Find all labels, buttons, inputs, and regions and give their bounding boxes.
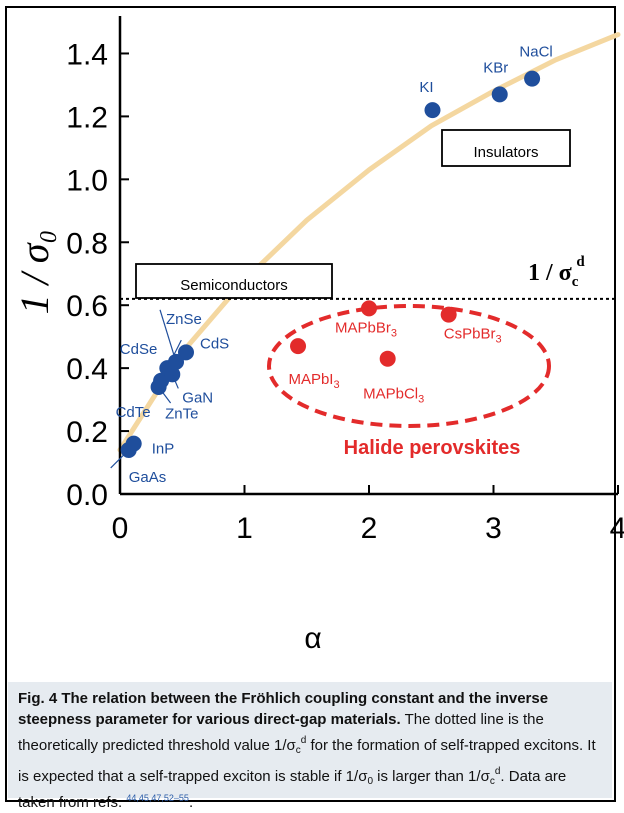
point-label-ki: KI: [419, 79, 433, 96]
caption-body-1: The dotted line is the theoretically pre…: [18, 711, 544, 754]
caption-sub-c-2: c: [489, 776, 495, 787]
caption-sub-0: 0: [367, 776, 374, 787]
caption-refs[interactable]: 44,45,47,52–55: [126, 793, 189, 803]
point-label-mapbcl3-sub: 3: [418, 394, 424, 406]
data-point-cds: [177, 344, 194, 361]
threshold-label: 1 / σcd: [528, 254, 585, 290]
point-label-mapbbr3: MAPbBr3: [335, 319, 397, 339]
threshold-label-sup: d: [576, 254, 585, 270]
insulators-label: Insulators: [473, 144, 538, 161]
figure-caption: Fig. 4 The relation between the Fröhlich…: [8, 682, 612, 811]
leader-cdse: [166, 339, 182, 369]
y-tick-label: 0.2: [66, 416, 108, 449]
point-label-gaas: GaAs: [129, 469, 167, 486]
point-label-cds: CdS: [200, 335, 229, 352]
point-label-mapbbr3-sub: 3: [391, 327, 397, 339]
perovskite-ellipse: [267, 304, 551, 428]
leader-gaas: [110, 449, 130, 469]
halide-perovskites-label: Halide perovskites: [344, 437, 521, 459]
caption-end: .: [188, 794, 194, 811]
point-label-znse: ZnSe: [166, 311, 202, 328]
threshold-label-sub: c: [572, 274, 579, 290]
leader-znse: [159, 309, 177, 363]
point-label-inp: InP: [152, 441, 175, 458]
point-label-cdte: CdTe: [116, 404, 151, 421]
point-label-nacl: NaCl: [519, 44, 552, 61]
caption-body-3: is larger than 1/σ: [373, 768, 490, 785]
data-point-ki: [424, 102, 441, 119]
point-label-mapbi3: MAPbI3: [288, 371, 339, 391]
y-tick-label: 0.8: [66, 227, 108, 260]
y-tick-label: 0.0: [66, 479, 108, 512]
caption-head: Fig. 4 The relation between the Fröhlich…: [18, 690, 549, 728]
x-tick-label: 2: [361, 512, 378, 545]
semiconductors-label: Semiconductors: [180, 277, 288, 294]
data-point-inp: [125, 435, 142, 452]
leader-cdte: [158, 386, 172, 404]
y-axis-label: 1 / σ₀: [12, 230, 57, 315]
point-label-gan: GaN: [182, 389, 213, 406]
y-tick-label: 0.6: [66, 290, 108, 323]
x-tick-label: 0: [112, 512, 129, 545]
insulators-box: [441, 129, 571, 167]
y-tick-label: 1.0: [66, 164, 108, 197]
data-point-kbr: [491, 86, 508, 103]
caption-sup-d: d: [300, 735, 307, 746]
point-label-cspbbr3: CsPbBr3: [444, 326, 502, 346]
data-point-mapbi3: [290, 338, 307, 355]
point-label-znte: ZnTe: [165, 406, 198, 423]
x-tick-label: 3: [485, 512, 502, 545]
y-tick-label: 0.4: [66, 353, 108, 386]
data-point-nacl: [524, 70, 541, 87]
x-axis-label: α: [304, 622, 321, 655]
caption-body-2: for the formation of self-trapped excito…: [18, 737, 596, 785]
point-label-kbr: KBr: [483, 59, 508, 76]
x-tick-label: 4: [610, 512, 624, 545]
point-label-cspbbr3-sub: 3: [495, 334, 501, 346]
point-label-mapbi3-sub: 3: [333, 379, 339, 391]
data-point-mapbbr3: [361, 300, 377, 317]
x-tick-label: 1: [236, 512, 253, 545]
caption-sup-d-2: d: [494, 766, 501, 777]
point-label-mapbcl3: MAPbCl3: [363, 386, 424, 406]
leader-gan: [171, 374, 179, 389]
caption-body-4: . Data are taken from refs.: [18, 768, 567, 811]
caption-sub-c: c: [295, 745, 301, 756]
point-label-cdse: CdSe: [120, 341, 158, 358]
data-point-mapbcl3: [379, 350, 396, 367]
y-tick-label: 1.2: [66, 101, 108, 134]
y-tick-label: 1.4: [66, 38, 108, 71]
trend-curve: [117, 32, 621, 453]
semiconductors-box: [135, 263, 333, 299]
